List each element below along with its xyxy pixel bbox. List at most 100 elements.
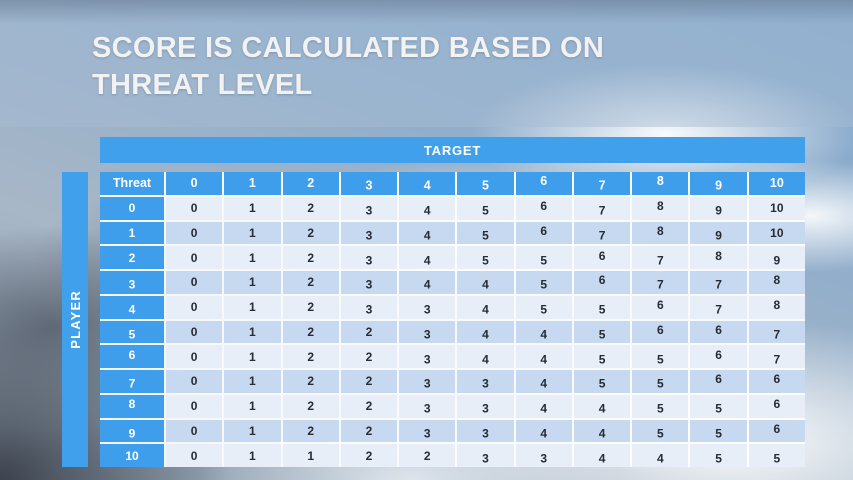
score-cell: 2	[282, 271, 339, 294]
score-cell: 8	[632, 221, 689, 245]
score-cell: 6	[573, 246, 631, 269]
score-cell: 3	[457, 444, 514, 467]
score-cell: 2	[282, 221, 339, 245]
score-cell: 4	[515, 394, 572, 418]
page-title: SCORE IS CALCULATED BASED ON THREAT LEVE…	[92, 30, 732, 104]
player-threat-cell: 0	[100, 196, 164, 220]
score-cell: 6	[748, 370, 805, 393]
score-cell: 5	[690, 419, 747, 443]
score-cell: 1	[224, 271, 281, 294]
player-threat-cell: 2	[100, 246, 164, 269]
score-cell: 9	[690, 221, 747, 245]
score-cell: 6	[748, 394, 805, 418]
score-cell: 1	[224, 370, 281, 393]
score-cell: 6	[515, 196, 572, 220]
score-cell: 1	[282, 444, 339, 467]
player-threat-cell: 6	[100, 345, 164, 368]
score-cell: 2	[340, 345, 398, 368]
score-cell: 5	[632, 370, 689, 393]
score-cell: 4	[457, 320, 514, 344]
score-cell: 0	[166, 345, 223, 368]
score-cell: 4	[632, 444, 689, 467]
score-cell: 6	[690, 345, 747, 368]
threat-header-cell: Threat	[100, 172, 164, 195]
score-cell: 4	[573, 444, 631, 467]
score-cell: 4	[457, 295, 514, 319]
score-cell: 3	[515, 444, 572, 467]
score-cell: 5	[690, 444, 747, 467]
score-cell: 10	[748, 196, 805, 220]
score-cell: 1	[224, 246, 281, 269]
score-cell: 5	[573, 295, 631, 319]
player-axis-label: PLAYER	[67, 290, 83, 349]
score-cell: 3	[457, 370, 514, 393]
score-cell: 3	[399, 345, 456, 368]
score-cell: 6	[748, 419, 805, 443]
score-cell: 3	[340, 196, 398, 220]
score-cell: 7	[573, 221, 631, 245]
player-threat-cell: 7	[100, 370, 164, 393]
score-cell: 0	[166, 394, 223, 418]
score-cell: 0	[166, 246, 223, 269]
score-cell: 2	[282, 370, 339, 393]
score-cell: 8	[690, 246, 747, 269]
score-cell: 5	[457, 221, 514, 245]
score-cell: 3	[399, 320, 456, 344]
score-cell: 2	[282, 196, 339, 220]
score-cell: 0	[166, 320, 223, 344]
score-cell: 5	[573, 320, 631, 344]
score-cell: 9	[748, 246, 805, 269]
score-cell: 8	[632, 196, 689, 220]
player-threat-cell: 4	[100, 295, 164, 319]
score-cell: 6	[632, 320, 689, 344]
target-axis-label: TARGET	[423, 142, 482, 158]
score-cell: 2	[340, 370, 398, 393]
player-threat-cell: 8	[100, 394, 164, 418]
score-cell: 0	[166, 295, 223, 319]
score-cell: 1	[224, 345, 281, 368]
target-value-header-cell: 9	[690, 172, 747, 195]
score-cell: 4	[515, 320, 572, 344]
score-cell: 2	[282, 246, 339, 269]
player-threat-cell: 5	[100, 320, 164, 344]
player-threat-cell: 1	[100, 221, 164, 245]
score-cell: 0	[166, 196, 223, 220]
score-cell: 5	[515, 271, 572, 294]
target-value-header-cell: 6	[515, 172, 572, 195]
player-threat-cell: 10	[100, 444, 164, 467]
score-cell: 6	[632, 295, 689, 319]
score-cell: 2	[340, 394, 398, 418]
score-cell: 1	[224, 295, 281, 319]
score-cell: 0	[166, 444, 223, 467]
score-cell: 4	[457, 345, 514, 368]
score-cell: 2	[282, 295, 339, 319]
score-cell: 2	[399, 444, 456, 467]
score-cell: 4	[515, 345, 572, 368]
score-cell: 1	[224, 394, 281, 418]
score-cell: 3	[340, 221, 398, 245]
score-cell: 4	[457, 271, 514, 294]
score-cell: 8	[748, 295, 805, 319]
target-value-header-cell: 7	[573, 172, 631, 195]
player-threat-cell: 3	[100, 271, 164, 294]
score-cell: 7	[632, 246, 689, 269]
score-cell: 3	[399, 295, 456, 319]
score-cell: 10	[748, 221, 805, 245]
score-cell: 1	[224, 419, 281, 443]
target-value-header-cell: 3	[340, 172, 398, 195]
score-cell: 7	[748, 345, 805, 368]
score-cell: 5	[573, 345, 631, 368]
score-cell: 3	[399, 419, 456, 443]
score-cell: 8	[748, 271, 805, 294]
score-cell: 4	[399, 221, 456, 245]
score-cell: 9	[690, 196, 747, 220]
score-cell: 3	[399, 370, 456, 393]
score-cell: 5	[573, 370, 631, 393]
score-cell: 3	[457, 394, 514, 418]
score-cell: 7	[690, 295, 747, 319]
target-axis-bar: TARGET	[100, 137, 805, 163]
score-cell: 1	[224, 320, 281, 344]
score-cell: 1	[224, 196, 281, 220]
score-cell: 7	[690, 271, 747, 294]
